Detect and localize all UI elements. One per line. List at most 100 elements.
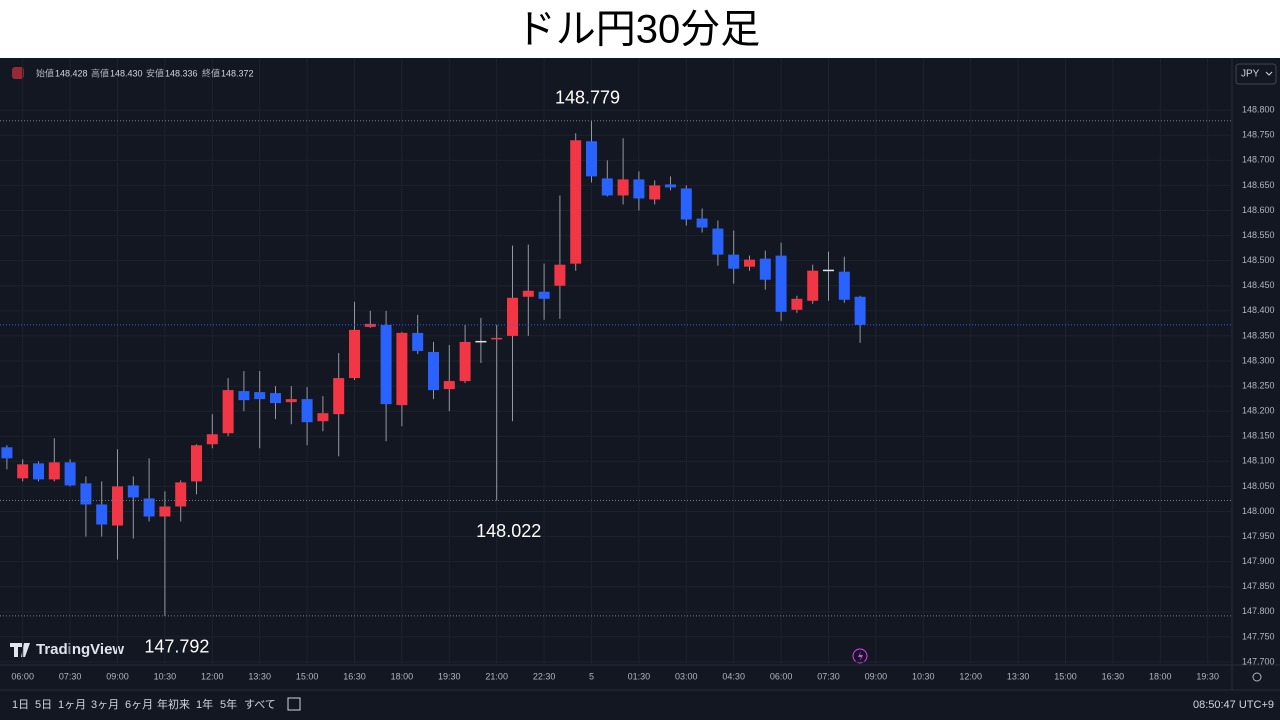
x-tick-label: 19:30 (438, 671, 461, 681)
candle-body (396, 332, 408, 406)
candle-body (728, 254, 740, 269)
y-tick-label: 148.750 (1242, 130, 1275, 140)
candle-body (854, 296, 866, 325)
date-range-icon[interactable] (287, 697, 301, 711)
x-tick-label: 15:00 (1054, 671, 1077, 681)
y-tick-label: 147.800 (1242, 606, 1275, 616)
candle-body (206, 434, 218, 445)
currency-box[interactable] (1235, 63, 1277, 85)
y-tick-label: 148.450 (1242, 280, 1275, 290)
candle-body (696, 218, 708, 228)
x-tick-label: 01:30 (628, 671, 651, 681)
candle-body (665, 184, 676, 188)
range-button[interactable]: 年初来 (157, 697, 190, 711)
legend-value: 148.430 (110, 68, 143, 78)
candle-body (270, 393, 281, 404)
candle-body (33, 463, 44, 480)
candle-body (807, 270, 819, 301)
candle-body (238, 391, 250, 401)
x-tick-label: 10:30 (154, 671, 177, 681)
candle-body (364, 323, 376, 327)
range-button[interactable]: 6ヶ月 (125, 699, 153, 711)
annotation-label: 148.779 (555, 87, 620, 107)
x-tick-label: 13:30 (1007, 671, 1030, 681)
candle-body (127, 485, 139, 498)
grid (0, 58, 1232, 665)
candle-body (744, 259, 755, 267)
range-button[interactable]: 1ヶ月 (58, 699, 86, 711)
x-tick-label: 18:00 (391, 671, 414, 681)
legend-value: 148.428 (55, 68, 88, 78)
candle-body (222, 390, 234, 434)
candle-body (617, 179, 629, 196)
x-tick-label: 09:00 (865, 671, 888, 681)
legend-label: 高値 (91, 67, 109, 78)
candle-body (491, 337, 503, 340)
candle-body (112, 486, 123, 526)
candle-body (301, 399, 313, 423)
settings-icon[interactable] (1252, 672, 1262, 682)
legend-value: 148.372 (221, 68, 254, 78)
currency[interactable]: JPY (1241, 69, 1260, 80)
candle-body (759, 258, 771, 280)
y-tick-label: 148.400 (1242, 305, 1275, 315)
range-button[interactable]: 5年 (220, 697, 237, 711)
range-button[interactable]: 3ヶ月 (91, 699, 119, 711)
legend-label: 安値 (146, 67, 164, 78)
candle-body (285, 399, 297, 403)
candle-body (48, 462, 60, 480)
y-tick-label: 147.900 (1242, 556, 1275, 566)
legend-value: 148.336 (165, 68, 198, 78)
y-tick-label: 148.000 (1242, 506, 1275, 516)
candle-body (823, 269, 834, 272)
range-button[interactable]: 1年 (196, 697, 213, 711)
candle-body (538, 291, 550, 299)
candle-body (680, 188, 692, 220)
x-tick-label: 16:30 (1102, 671, 1125, 681)
candle-body (633, 179, 645, 199)
x-tick-label: 07:30 (817, 671, 840, 681)
x-tick-label: 16:30 (343, 671, 366, 681)
candle-body (1, 447, 13, 459)
candle-body (428, 351, 439, 391)
y-tick-label: 148.250 (1242, 380, 1275, 390)
annotation-label: 148.022 (476, 521, 541, 541)
candle-body (443, 381, 455, 390)
x-tick-label: 21:00 (485, 671, 508, 681)
candle-body (175, 482, 187, 507)
x-tick-label: 03:00 (675, 671, 698, 681)
range-button[interactable]: 1日 (12, 699, 29, 711)
candle-body (601, 178, 613, 196)
candle-body (522, 290, 534, 297)
range-button[interactable]: 5日 (35, 699, 52, 711)
y-tick-label: 148.650 (1242, 180, 1275, 190)
candle-body (317, 413, 329, 422)
logo-icon (10, 643, 30, 657)
x-tick-label: 18:00 (1149, 671, 1172, 681)
candle-body (191, 445, 202, 482)
x-tick-label: 22:30 (533, 671, 556, 681)
y-tick-label: 148.600 (1242, 205, 1275, 215)
y-tick-label: 148.300 (1242, 355, 1275, 365)
legend-label: 始値 (36, 67, 54, 78)
y-tick-label: 148.500 (1242, 255, 1275, 265)
x-tick-label: 07:30 (59, 671, 82, 681)
alert-icon[interactable] (852, 648, 868, 664)
y-tick-label: 147.700 (1242, 656, 1275, 666)
candle-body (838, 271, 850, 300)
annotation-label: 147.792 (144, 637, 209, 657)
y-tick-label: 147.850 (1242, 581, 1275, 591)
candle-body (791, 298, 803, 310)
x-tick-label: 5 (589, 671, 594, 681)
x-tick-label: 06:00 (770, 671, 793, 681)
logo: TradingView (36, 641, 124, 658)
range-button[interactable]: すべて (244, 698, 276, 711)
y-tick-label: 147.950 (1242, 531, 1275, 541)
legend-label: 終値 (202, 67, 220, 78)
y-tick-label: 148.800 (1242, 105, 1275, 115)
title-band (0, 0, 1280, 58)
candle-body (333, 378, 345, 415)
x-tick-label: 12:00 (959, 671, 982, 681)
y-tick-label: 148.100 (1242, 456, 1275, 466)
